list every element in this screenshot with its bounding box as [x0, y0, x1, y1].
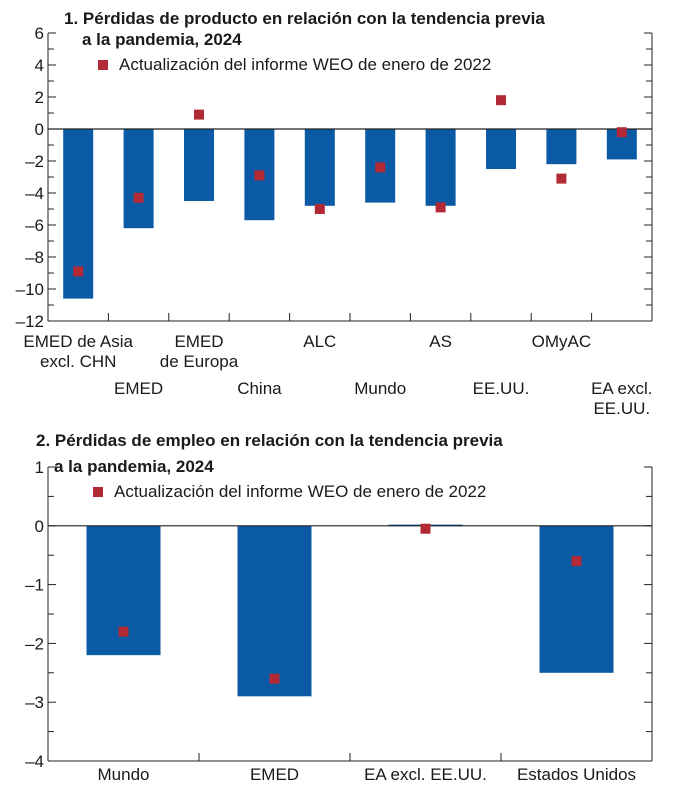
x-category-label: de Europa — [160, 352, 239, 371]
y-tick-label: –3 — [25, 693, 44, 712]
marker-7 — [435, 202, 446, 213]
y-tick-label: 1 — [35, 458, 44, 477]
y-tick-label: –10 — [16, 280, 44, 299]
marker-8 — [496, 95, 506, 106]
marker-10 — [616, 127, 627, 138]
bar-4 — [539, 525, 614, 673]
legend-marker-swatch — [93, 487, 103, 497]
x-category-label: EE.UU. — [593, 399, 650, 418]
legend-label: Actualización del informe WEO de enero d… — [119, 55, 491, 74]
marker-5 — [314, 204, 325, 214]
bar-5 — [304, 129, 335, 206]
marker-2 — [133, 192, 144, 203]
y-tick-label: 6 — [35, 24, 44, 43]
legend-marker-swatch — [98, 60, 108, 70]
chart-title-line: 1. Pérdidas de producto en relación con … — [64, 9, 545, 28]
y-tick-label: 0 — [35, 517, 44, 536]
marker-6 — [375, 162, 386, 173]
y-tick-label: –1 — [25, 576, 44, 595]
marker-4 — [571, 556, 582, 567]
x-category-label: Mundo — [98, 765, 150, 784]
x-category-label: EA excl. EE.UU. — [364, 765, 487, 784]
x-category-label: EMED de Asia — [23, 332, 133, 351]
x-category-label: China — [237, 379, 282, 398]
x-category-label: EE.UU. — [473, 379, 530, 398]
marker-1 — [118, 626, 129, 637]
y-tick-label: –12 — [16, 312, 44, 331]
y-tick-label: –4 — [25, 752, 44, 771]
marker-3 — [194, 109, 204, 120]
x-category-label: EMED — [174, 332, 223, 351]
chart-panel-1: 1. Pérdidas de producto en relación con … — [16, 9, 653, 418]
bar-7 — [425, 129, 456, 206]
x-category-label: EA excl. — [591, 379, 652, 398]
x-category-label: EMED — [250, 765, 299, 784]
y-tick-label: –4 — [25, 184, 44, 203]
y-tick-label: –8 — [25, 248, 44, 267]
bar-2 — [237, 525, 312, 697]
x-category-label: Mundo — [354, 379, 406, 398]
bar-8 — [486, 129, 516, 169]
marker-1 — [73, 266, 84, 277]
marker-4 — [254, 170, 265, 181]
y-tick-label: 0 — [35, 120, 44, 139]
x-category-label: ALC — [303, 332, 336, 351]
bar-2 — [123, 129, 154, 229]
y-tick-label: –2 — [25, 634, 44, 653]
marker-3 — [420, 523, 431, 534]
y-tick-label: –6 — [25, 216, 44, 235]
bar-3 — [184, 129, 214, 201]
x-category-label: excl. CHN — [40, 352, 117, 371]
marker-9 — [556, 173, 567, 184]
chart-title-line: a la pandemia, 2024 — [54, 457, 214, 476]
legend-label: Actualización del informe WEO de enero d… — [114, 482, 486, 501]
bar-9 — [546, 129, 577, 165]
y-tick-label: 4 — [35, 56, 44, 75]
x-category-label: OMyAC — [532, 332, 592, 351]
x-category-label: EMED — [114, 379, 163, 398]
y-tick-label: 2 — [35, 88, 44, 107]
x-category-label: Estados Unidos — [517, 765, 636, 784]
x-category-label: AS — [429, 332, 452, 351]
chart-title-line: 2. Pérdidas de empleo en relación con la… — [36, 431, 503, 450]
marker-2 — [269, 673, 280, 684]
chart-title-line: a la pandemia, 2024 — [82, 30, 242, 49]
y-tick-label: –2 — [25, 152, 44, 171]
chart-panel-2: 2. Pérdidas de empleo en relación con la… — [25, 431, 653, 784]
